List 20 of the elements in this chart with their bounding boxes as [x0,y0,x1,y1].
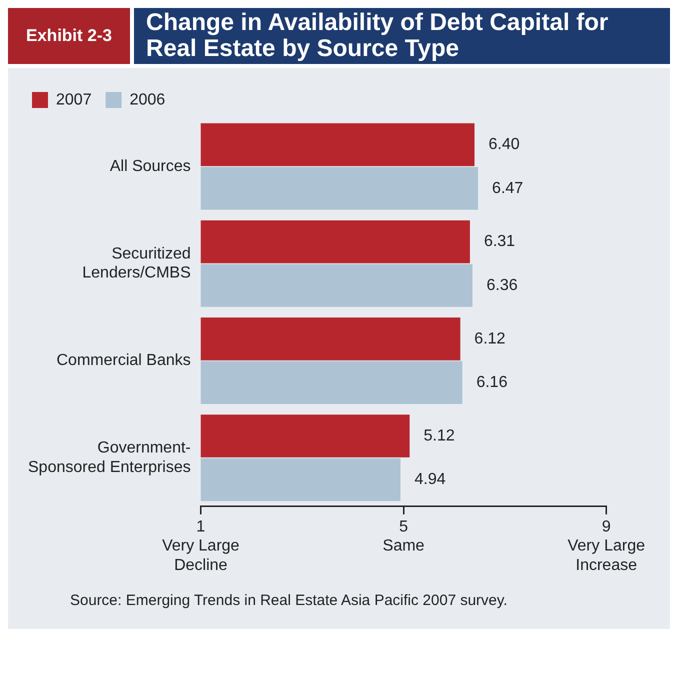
x-tick-label: 1 Very Large Decline [162,518,240,574]
y-tick-label: Securitized Lenders/CMBS [82,245,191,282]
x-tick-label: 5 Same [382,518,425,555]
data-label: 5.12 [424,427,455,444]
y-tick-label: All Sources [110,158,191,175]
data-label: 6.16 [476,374,508,392]
data-label: 6.31 [484,233,516,250]
x-tick-label: 9 Very Large Increase [568,518,646,574]
legend-label: 2006 [130,91,166,108]
data-label: 6.12 [474,330,506,348]
data-label: 6.36 [486,276,518,294]
source-note: Source: Emerging Trends in Real Estate Asia Pacific 2007 survey. [69,591,508,609]
data-label: 6.40 [488,136,520,154]
y-tick-label: Commercial Banks [56,352,191,370]
data-label: 6.47 [492,180,524,197]
data-label: 4.94 [414,471,446,488]
legend-label: 2007 [56,91,92,108]
chart-title: Change in Availability of Debt Capital for Real Estate by Source Type [134,8,670,64]
y-tick-label: Government-Sponsored Enterprises [28,440,191,476]
chart-subtitle: Exhibit 2-3 [8,8,130,64]
